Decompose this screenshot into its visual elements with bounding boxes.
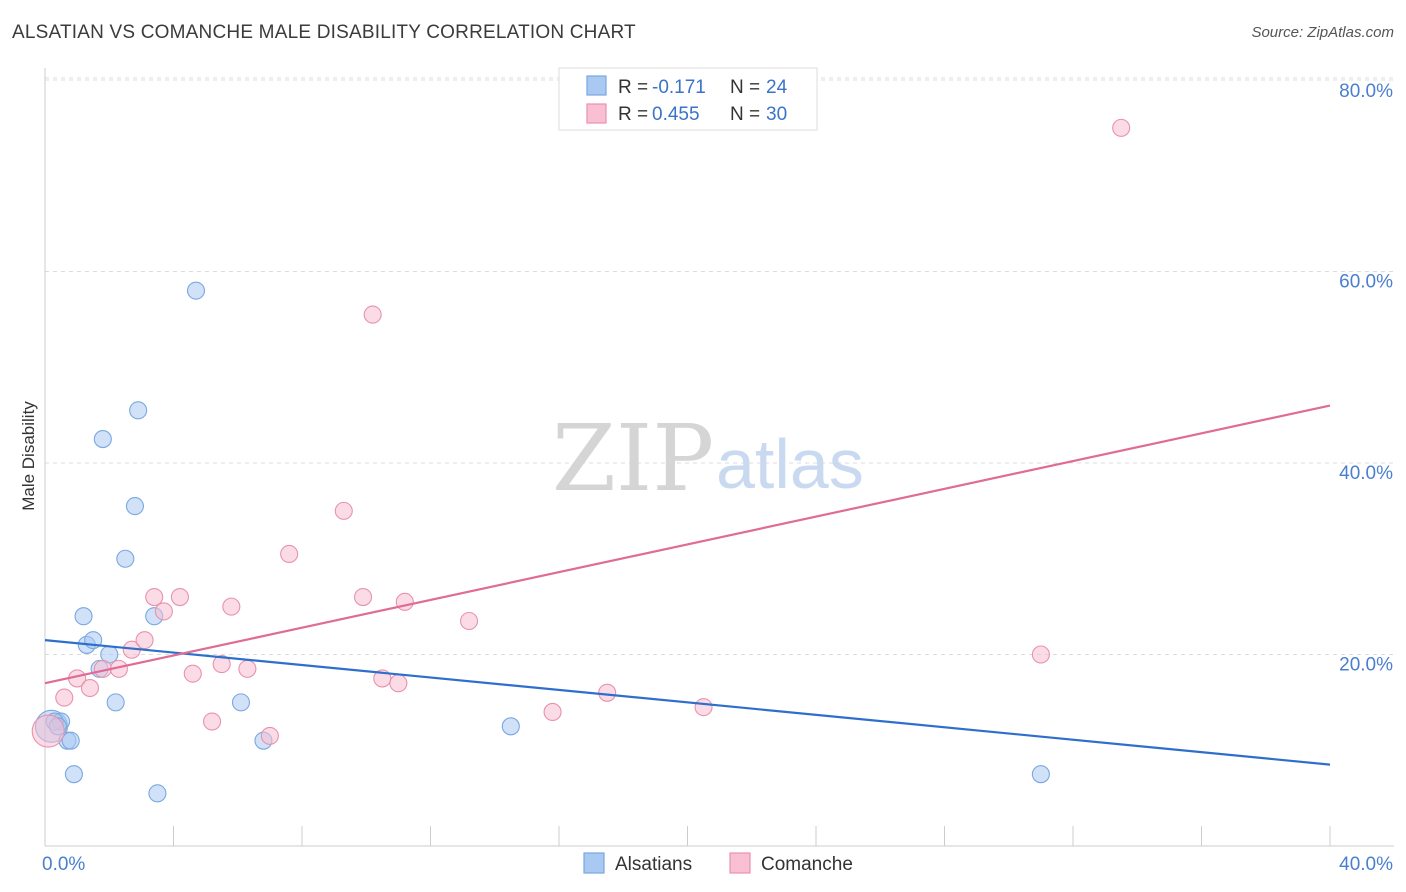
watermark-atlas: atlas xyxy=(716,425,864,503)
alsatians-point xyxy=(231,693,251,712)
y-tick-label: 60.0% xyxy=(1339,272,1393,293)
comanche-point xyxy=(222,597,241,616)
comanche-point xyxy=(183,664,202,683)
alsatians-point xyxy=(129,401,148,420)
legend-swatch-comanche xyxy=(586,103,607,124)
legend-bottom: Alsatians Comanche xyxy=(583,852,853,875)
x-tick-label: 0.0% xyxy=(42,854,85,875)
y-axis-label: Male Disability xyxy=(19,401,38,511)
alsatians-point xyxy=(148,784,167,803)
alsatians-point xyxy=(93,430,112,449)
trend-lines xyxy=(44,404,1331,766)
alsatians-trend-line xyxy=(44,639,1331,766)
y-tick-label: 20.0% xyxy=(1339,655,1393,676)
legend-n-value-alsatians: 24 xyxy=(766,77,788,98)
legend-bottom-swatch-alsatians xyxy=(583,852,605,874)
legend-r-value-comanche: 0.455 xyxy=(652,104,700,125)
comanche-point xyxy=(598,683,617,702)
comanche-point xyxy=(334,501,353,520)
legend-top: R = -0.171 N = 24 R = 0.455 N = 30 xyxy=(558,67,818,131)
x-tick-labels: 0.0% 40.0% xyxy=(42,854,1393,875)
alsatians-point xyxy=(106,693,125,712)
comanche-point xyxy=(1112,118,1131,137)
x-tick-label: 40.0% xyxy=(1339,854,1393,875)
comanche-point xyxy=(353,587,373,607)
legend-swatch-alsatians xyxy=(586,75,607,96)
comanche-point xyxy=(363,305,382,324)
legend-bottom-label-comanche: Comanche xyxy=(761,854,853,875)
legend-r-label-comanche: R = xyxy=(618,104,653,125)
comanche-point xyxy=(80,678,100,698)
chart-title: ALSATIAN VS COMANCHE MALE DISABILITY COR… xyxy=(12,22,636,43)
legend-r-value-alsatians: -0.171 xyxy=(652,77,706,98)
alsatians-point xyxy=(501,717,520,736)
comanche-point xyxy=(543,702,562,722)
comanche-point xyxy=(145,587,164,607)
comanche-point xyxy=(389,674,408,693)
comanche-point xyxy=(459,611,479,631)
data-points xyxy=(31,118,1131,803)
comanche-trend-line xyxy=(44,404,1331,685)
comanche-point xyxy=(280,544,299,564)
legend-r-label-alsatians: R = xyxy=(618,77,653,98)
comanche-point xyxy=(154,602,173,621)
source-label: Source: ZipAtlas.com xyxy=(1251,24,1394,41)
watermark-zip: ZIP xyxy=(552,405,714,512)
legend-bottom-label-alsatians: Alsatians xyxy=(615,854,692,875)
comanche-point xyxy=(212,655,231,674)
alsatians-point xyxy=(186,281,206,300)
comanche-point xyxy=(55,688,74,707)
alsatians-point xyxy=(64,765,83,784)
y-tick-labels: 20.0% 40.0% 60.0% 80.0% xyxy=(1339,81,1393,676)
comanche-point xyxy=(31,714,65,748)
y-tick-label: 40.0% xyxy=(1339,463,1393,484)
legend-n-value-comanche: 30 xyxy=(766,104,787,125)
legend-n-label-comanche: N = xyxy=(730,104,765,125)
comanche-point xyxy=(260,726,279,745)
alsatians-point xyxy=(61,731,80,750)
comanche-point xyxy=(135,631,154,650)
alsatians-point xyxy=(125,497,144,516)
comanche-point xyxy=(170,587,189,607)
alsatians-point xyxy=(116,549,135,568)
comanche-point xyxy=(238,659,257,678)
comanche-point xyxy=(1031,645,1050,664)
y-tick-label: 80.0% xyxy=(1339,81,1393,102)
legend-n-label-alsatians: N = xyxy=(730,77,765,98)
comanche-point xyxy=(694,698,713,717)
gridlines xyxy=(45,77,1394,655)
legend-bottom-swatch-comanche xyxy=(729,852,751,874)
alsatians-point xyxy=(74,607,93,626)
comanche-point xyxy=(203,712,222,731)
alsatians-point xyxy=(1031,765,1050,784)
x-ticks xyxy=(173,826,1331,846)
